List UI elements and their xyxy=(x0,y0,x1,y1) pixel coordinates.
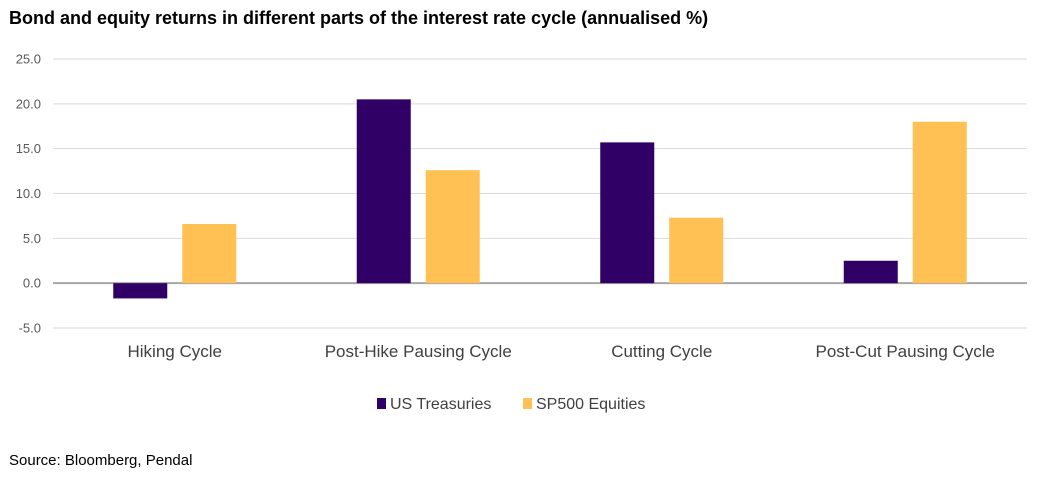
bar-us-treasuries xyxy=(356,99,411,284)
y-tick-label: 20.0 xyxy=(16,96,41,111)
x-category-label: Hiking Cycle xyxy=(128,342,222,361)
y-tick-label: 15.0 xyxy=(16,141,41,156)
legend-swatch xyxy=(377,398,386,409)
bar-sp500-equities xyxy=(912,121,967,284)
bar-sp500-equities xyxy=(425,170,480,284)
legend-label: SP500 Equities xyxy=(536,396,645,413)
legend-swatch xyxy=(523,398,532,409)
source-note: Source: Bloomberg, Pendal xyxy=(9,452,193,469)
y-axis: -5.0 0.0 5.0 10.0 15.0 20.0 25.0 xyxy=(16,52,41,336)
gridlines xyxy=(53,58,1027,329)
chart-title: Bond and equity returns in different par… xyxy=(9,8,709,28)
y-tick-label: 25.0 xyxy=(16,52,41,67)
legend: US Treasuries SP500 Equities xyxy=(377,396,645,413)
x-category-label: Post-Cut Pausing Cycle xyxy=(815,342,995,361)
legend-label: US Treasuries xyxy=(390,396,491,413)
bar-sp500-equities xyxy=(669,217,724,284)
bar-us-treasuries xyxy=(600,142,655,284)
y-tick-label: 10.0 xyxy=(16,186,41,201)
bar-us-treasuries xyxy=(113,283,168,299)
bar-us-treasuries xyxy=(843,260,898,284)
y-tick-label: -5.0 xyxy=(19,321,41,336)
x-category-label: Post-Hike Pausing Cycle xyxy=(325,342,512,361)
y-tick-label: 0.0 xyxy=(23,276,41,291)
bar-sp500-equities xyxy=(182,223,237,284)
bars xyxy=(113,99,967,299)
y-tick-label: 5.0 xyxy=(23,231,41,246)
x-axis: Hiking Cycle Post-Hike Pausing Cycle Cutti… xyxy=(128,342,996,361)
x-category-label: Cutting Cycle xyxy=(611,342,712,361)
